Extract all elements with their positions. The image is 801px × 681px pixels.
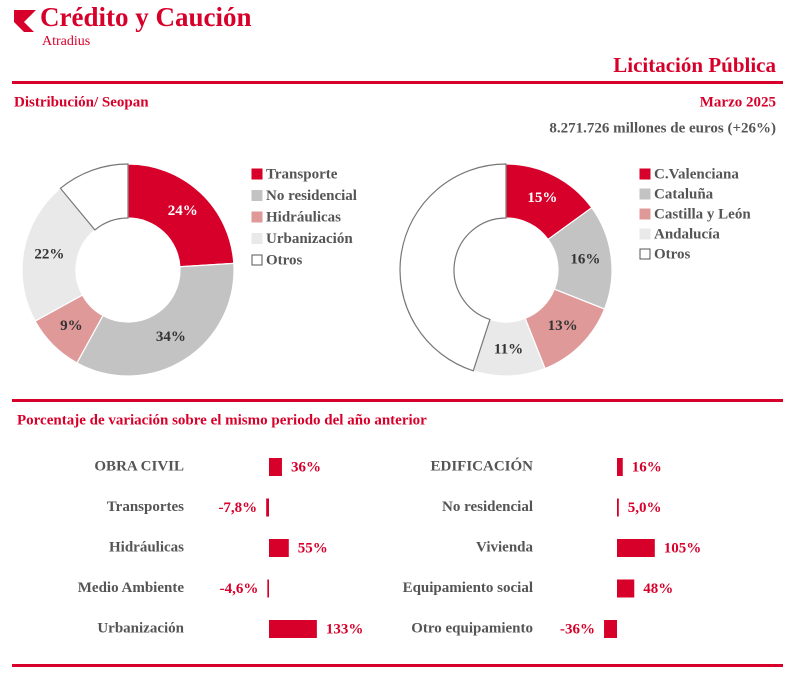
category-label: No residencial [442,499,533,515]
slice-label: 24% [168,203,198,219]
donut-slice [59,163,129,231]
bar [266,498,269,517]
value-label: 48% [643,581,673,597]
page-title: Licitación Pública [613,53,776,77]
legend-label: Transporte [266,166,338,182]
brand: Crédito y Caución [40,2,252,32]
value-label: 55% [298,540,328,556]
sub-brand: Atradius [42,34,90,49]
category-label: Hidráulicas [109,539,184,555]
section-title: Distribución/ Seopan [14,94,149,110]
variation-title: Porcentaje de variación sobre el mismo p… [17,412,427,428]
slice-label: 34% [156,329,186,345]
slice-label: 22% [34,246,64,262]
legend-swatch [251,211,263,223]
value-label: -36% [560,621,595,637]
bar [269,539,289,557]
bar [617,579,635,598]
slice-label: 16% [570,251,600,267]
divider [12,81,783,84]
bar [267,579,269,598]
date: Marzo 2025 [700,94,776,110]
slice-label: 11% [494,341,523,357]
bar [617,539,655,557]
legend-swatch [639,168,651,180]
divider [12,664,783,667]
legend-label: Hidráulicas [266,209,341,225]
legend-swatch [251,254,263,266]
category-label: Equipamiento social [403,580,533,596]
total: 8.271.726 millones de euros (+26%) [549,120,776,136]
value-label: 5,0% [628,500,662,516]
legend-label: C.Valenciana [654,166,739,182]
legend-swatch [639,228,651,240]
legend-label: Andalucía [654,226,720,242]
legend-label: Urbanización [266,231,353,247]
value-label: 16% [632,459,662,475]
legend-label: No residencial [266,188,357,204]
bar [269,620,317,638]
legend-swatch [251,233,263,244]
logo-icon [14,10,36,32]
category-label: Urbanización [97,620,184,636]
legend-label: Otros [266,252,303,268]
value-label: 105% [664,540,702,556]
donut-slice [399,163,507,372]
bar [617,458,623,476]
value-label: 133% [326,621,364,637]
donut-slice [76,262,235,377]
category-label: Transportes [107,499,184,515]
slice-label: 9% [60,318,83,334]
slice-label: 13% [548,318,578,334]
bar [604,620,617,638]
legend-swatch [251,190,263,201]
category-label: Medio Ambiente [78,580,185,596]
legend-swatch [251,168,263,180]
legend-swatch [639,208,651,220]
category-label: OBRA CIVIL [94,458,184,474]
legend-swatch [639,248,651,260]
bar [617,498,619,517]
legend-swatch [639,188,651,200]
category-label: EDIFICACIÓN [430,457,533,474]
donut-slice [21,187,96,322]
legend-label: Castilla y León [654,206,751,222]
divider [12,399,783,402]
bar [269,458,282,476]
value-label: 36% [291,459,321,475]
slice-label: 15% [527,190,557,206]
legend-label: Otros [654,246,691,262]
value-label: -4,6% [220,581,259,597]
value-label: -7,8% [218,500,257,516]
legend-label: Cataluña [654,186,714,202]
category-label: Vivienda [476,539,533,555]
category-label: Otro equipamiento [411,620,533,636]
donut-slice [127,163,235,268]
